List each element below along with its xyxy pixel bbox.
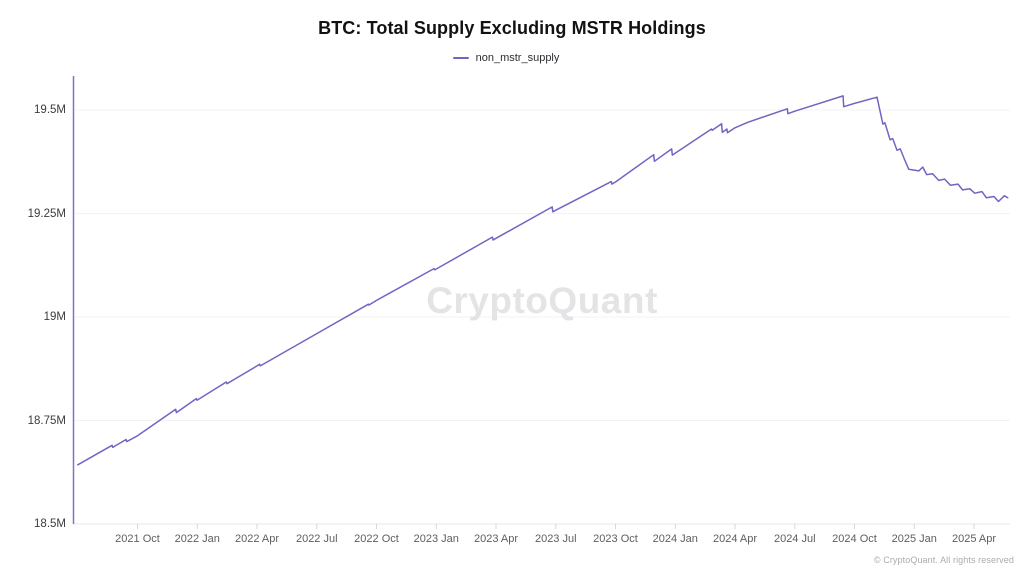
- y-axis-label: 18.75M: [27, 414, 66, 427]
- y-axis-label: 19M: [43, 311, 66, 323]
- x-axis-label: 2023 Jan: [413, 533, 459, 545]
- series-non-mstr-supply[interactable]: [77, 95, 1009, 466]
- x-axis-label: 2021 Oct: [115, 533, 160, 545]
- copyright-notice: © CryptoQuant. All rights reserved: [873, 555, 1014, 565]
- legend-line-marker: [452, 57, 469, 59]
- x-axis-label: 2024 Jan: [652, 533, 698, 545]
- x-axis-label: 2024 Oct: [832, 533, 877, 545]
- x-axis-label: 2025 Apr: [951, 533, 997, 545]
- x-axis-label: 2023 Jul: [534, 533, 577, 545]
- x-axis-label: 2022 Jul: [295, 533, 338, 545]
- x-axis-label: 2022 Oct: [354, 533, 399, 545]
- y-axis-label: 18.5M: [34, 518, 66, 530]
- x-axis-label: 2023 Oct: [593, 533, 638, 545]
- y-axis-label: 19.5M: [34, 104, 66, 116]
- x-axis-label: 2023 Apr: [473, 533, 519, 545]
- x-axis-label: 2025 Jan: [891, 533, 937, 545]
- x-axis-label: 2024 Apr: [712, 533, 758, 545]
- x-axis-label: 2024 Jul: [773, 533, 816, 545]
- legend[interactable]: non_mstr_supply: [0, 51, 1012, 65]
- chart-title: BTC: Total Supply Excluding MSTR Holding…: [318, 18, 706, 38]
- x-axis-label: 2022 Jan: [174, 533, 220, 545]
- y-axis-label: 19.25M: [27, 207, 66, 220]
- x-axis-label: 2022 Apr: [234, 533, 280, 545]
- legend-label: non_mstr_supply: [475, 52, 560, 64]
